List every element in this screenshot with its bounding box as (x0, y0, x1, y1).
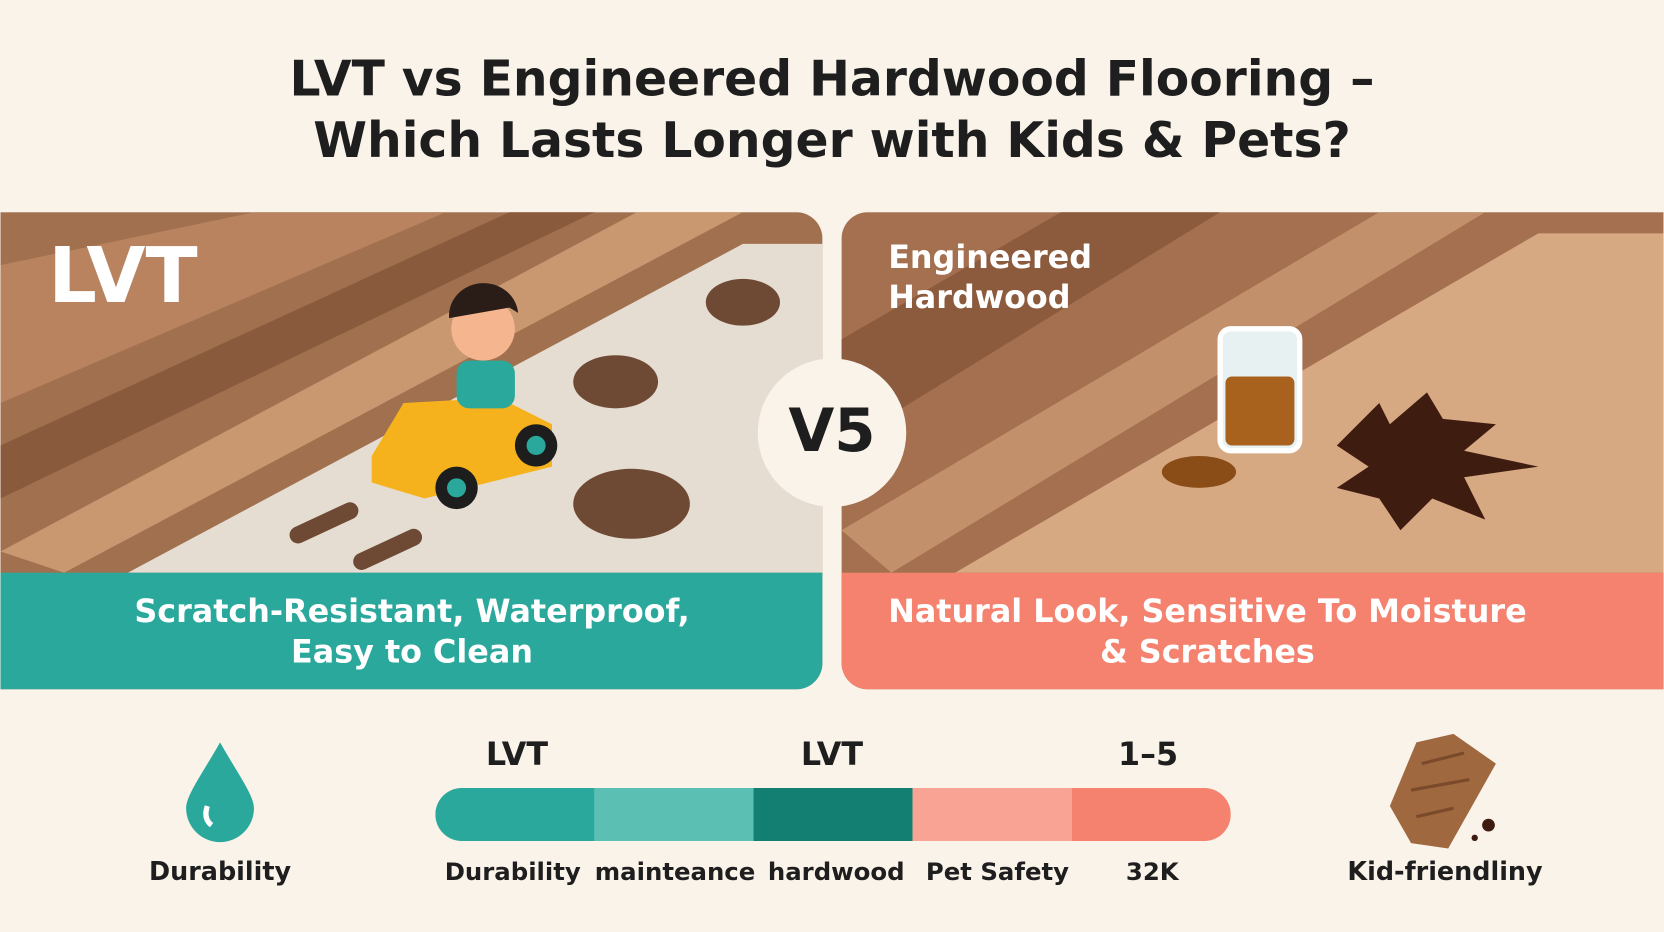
spill-icon (1161, 326, 1539, 531)
bar-top-label: LVT (486, 735, 548, 773)
title-line: Which Lasts Longer with Kids & Pets? (313, 112, 1351, 169)
drop-icon (186, 742, 254, 843)
segment-label: mainteance (595, 857, 756, 886)
caption-line: Natural Look, Sensitive To Moisture (888, 592, 1526, 630)
right-panel (841, 212, 1664, 690)
panel-label: Engineered (888, 238, 1092, 276)
segment-label: Durability (445, 857, 581, 886)
bar-segment (912, 788, 1072, 842)
icon-label: Durability (149, 857, 291, 887)
bar-segment (435, 788, 595, 842)
panel-label: LVT (48, 232, 197, 321)
child-car-icon (371, 283, 558, 510)
drop-shine (203, 805, 214, 828)
caption-line: Easy to Clean (291, 632, 533, 670)
versus-badge (757, 358, 907, 507)
versus-text: V5 (788, 397, 875, 466)
bar-top-label: LVT (801, 735, 863, 773)
icon-label: Kid-friendliny (1347, 857, 1543, 887)
wood-icon (1389, 733, 1496, 849)
title-line: LVT vs Engineered Hardwood Flooring – (289, 51, 1374, 108)
caption-line: Scratch-Resistant, Waterproof, (134, 592, 689, 630)
bar-segment (594, 788, 754, 842)
left-panel (0, 212, 823, 690)
segment-label: Pet Safety (926, 857, 1069, 886)
panel-label: Hardwood (888, 278, 1070, 316)
rating-bar (435, 788, 1231, 842)
segment-label: 32K (1126, 857, 1180, 886)
bar-top-label: 1–5 (1118, 735, 1178, 773)
segment-label: hardwood (768, 857, 905, 886)
caption-line: & Scratches (1100, 632, 1315, 670)
bar-segment (1071, 788, 1231, 842)
bar-segment (753, 788, 913, 842)
